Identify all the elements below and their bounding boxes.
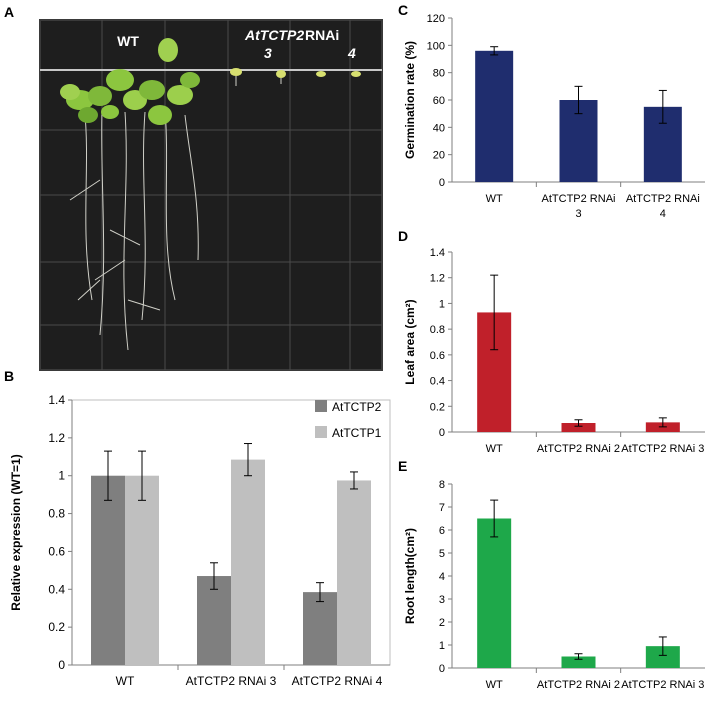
y-tick-label: 0 (439, 663, 445, 675)
panel-label-e: E (398, 458, 408, 474)
x-tick-label: WT (486, 679, 503, 691)
x-tick-label: WT (486, 193, 503, 205)
y-tick-label: 80 (433, 68, 445, 80)
bar (561, 423, 596, 432)
panel-label-d: D (398, 228, 409, 244)
y-tick-label: 6 (439, 525, 445, 537)
y-tick-label: 0.8 (48, 507, 65, 521)
y-tick-label: 1 (58, 469, 65, 483)
x-tick-label: AtTCTP2 RNAi 3 (542, 193, 616, 220)
y-tick-label: 1 (439, 640, 445, 652)
panel-label-a: A (4, 4, 15, 20)
x-tick-label: AtTCTP2 RNAi 2 (537, 679, 620, 691)
y-tick-label: 4 (439, 571, 445, 583)
plate-grid (40, 20, 382, 370)
y-tick-label: 120 (427, 13, 445, 25)
y-tick-label: 0 (439, 177, 445, 189)
photo-label-rnai-gene: AtTCTP2 (244, 27, 304, 43)
y-tick-label: 0.4 (430, 376, 445, 388)
y-tick-label: 0.6 (430, 350, 445, 362)
y-tick-label: 1.4 (430, 247, 445, 259)
y-axis-label: Germination rate (%) (403, 41, 417, 159)
photo-label-wt: WT (117, 33, 139, 49)
x-tick-label: AtTCTP2 RNAi 2 (537, 443, 620, 455)
y-tick-label: 1.2 (430, 273, 445, 285)
x-tick-label: AtTCTP2 RNAi 3 (621, 443, 704, 455)
x-tick-label: WT (486, 443, 503, 455)
legend-swatch (315, 400, 327, 412)
legend-label: AtTCTP1 (332, 426, 382, 440)
y-tick-label: 5 (439, 548, 445, 560)
wt-rosettes (60, 38, 200, 125)
x-tick-label: AtTCTP2 RNAi 3 (621, 679, 704, 691)
panel-label-c: C (398, 2, 409, 18)
bar (231, 459, 265, 665)
chart-germination-rate: 0 20 40 60 80 100 120 Germination rate (%) WT AtT… (403, 13, 705, 220)
y-axis-label: Relative expression (WT=1) (9, 454, 23, 610)
x-tick-label: AtTCTP2 RNAi 3 (186, 674, 277, 688)
chart-relative-expression: 0 0.2 0.4 0.6 0.8 1 1.2 1.4 Relative expression … (9, 393, 391, 688)
y-tick-label: 0.8 (430, 324, 445, 336)
bar (475, 50, 514, 182)
y-tick-label: 0.2 (430, 401, 445, 413)
bar (125, 475, 159, 665)
bar (197, 576, 231, 665)
y-tick-label: 40 (433, 122, 445, 134)
y-tick-label: 60 (433, 95, 445, 107)
y-tick-label: 0.4 (48, 582, 65, 596)
y-tick-label: 8 (439, 479, 445, 491)
panel-label-b: B (4, 368, 15, 384)
y-axis-label: Leaf area (cm²) (403, 299, 417, 384)
legend-label: AtTCTP2 (332, 400, 382, 414)
bar (303, 592, 337, 665)
x-tick-label: AtTCTP2 RNAi 4 (292, 674, 383, 688)
chart-root-length: 0 1 2 3 4 5 6 7 8 Root length(cm²) WT AtTCTP2 RNAi … (403, 479, 705, 691)
photo-label-line-4: 4 (347, 45, 356, 61)
photo-label-line-3: 3 (264, 45, 272, 61)
photo-label-rnai-suffix: RNAi (305, 27, 339, 43)
rnai-seedlings (230, 68, 361, 86)
bar (477, 518, 512, 668)
x-tick-label: WT (116, 674, 135, 688)
plant-photo: WT AtTCTP2 RNAi 3 4 (39, 19, 383, 371)
x-tick-label: AtTCTP2 RNAi 4 (626, 193, 700, 220)
y-tick-label: 1.2 (48, 431, 65, 445)
y-axis-label: Root length(cm²) (403, 528, 417, 624)
bar (337, 480, 371, 665)
bar (645, 646, 680, 668)
wt-roots (69, 109, 199, 351)
y-tick-label: 2 (439, 617, 445, 629)
y-tick-label: 0 (58, 658, 65, 672)
y-tick-label: 20 (433, 150, 445, 162)
y-tick-label: 1.4 (48, 393, 65, 407)
y-tick-label: 0.2 (48, 620, 65, 634)
bar (91, 475, 125, 665)
y-tick-label: 100 (427, 40, 445, 52)
y-tick-label: 1 (439, 298, 445, 310)
bar (561, 656, 596, 668)
y-tick-label: 3 (439, 594, 445, 606)
legend-swatch (315, 426, 327, 438)
y-tick-label: 0 (439, 427, 445, 439)
y-tick-label: 7 (439, 502, 445, 514)
chart-leaf-area: 0 0.2 0.4 0.6 0.8 1 1.2 1.4 Leaf area (cm²) WT AtT… (403, 247, 705, 455)
y-tick-label: 0.6 (48, 544, 65, 558)
